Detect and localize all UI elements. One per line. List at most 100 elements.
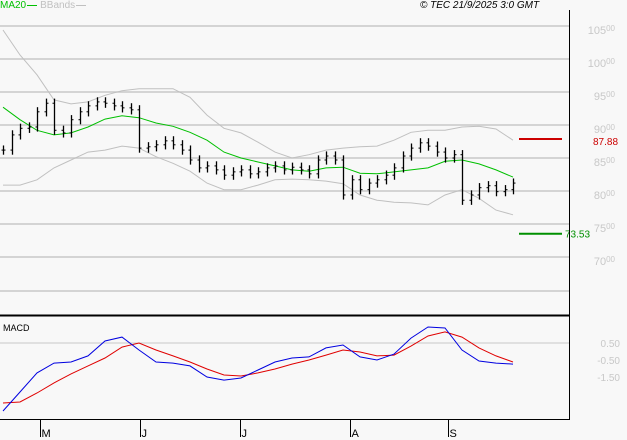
- ohlc-bar: [503, 185, 508, 197]
- price-levels: 87.88 73.53: [519, 137, 618, 241]
- ohlc-bar: [180, 140, 185, 155]
- ohlc-bar: [205, 161, 210, 173]
- ohlc-bar: [239, 165, 244, 177]
- ohlc-bar: [129, 103, 134, 115]
- y-tick-decimals: 00: [606, 189, 615, 198]
- price-grid: [0, 25, 569, 292]
- level-label: 73.53: [565, 230, 590, 241]
- ohlc-bar: [86, 101, 91, 117]
- ohlc-bar: [120, 101, 125, 113]
- ohlc-bar: [137, 105, 142, 153]
- ohlc-bar: [163, 136, 168, 150]
- bollinger-bands: [2, 29, 514, 216]
- ohlc-bar: [231, 167, 236, 180]
- legend-ma20: MA20: [0, 0, 27, 11]
- ohlc-bar: [392, 163, 397, 180]
- macd-tick-label: -1.50: [597, 373, 620, 384]
- ohlc-bar: [61, 125, 66, 138]
- level-label: 87.88: [593, 137, 618, 148]
- ohlc-bar: [1, 145, 6, 155]
- ohlc-bar: [18, 123, 23, 140]
- ohlc-bar: [443, 147, 448, 163]
- y-tick-label: 9000: [594, 123, 616, 136]
- y-tick-decimals: 00: [606, 57, 615, 66]
- y-tick-label: 8000: [594, 189, 616, 202]
- x-tick-label: M: [42, 428, 51, 440]
- ohlc-bar: [10, 130, 15, 155]
- ma20-polyline: [2, 106, 514, 178]
- ohlc-bar: [418, 138, 423, 153]
- y-tick-decimals: 00: [606, 255, 615, 264]
- macd-panel: 0.50 -0.50 -1.50: [0, 326, 621, 412]
- ohlc-bar: [146, 142, 151, 153]
- ohlc-bar: [69, 115, 74, 138]
- ohlc-bar: [409, 143, 414, 161]
- ohlc-bar: [273, 161, 278, 173]
- y-tick-label: 8500: [594, 156, 616, 169]
- ohlc-bar: [486, 181, 491, 193]
- ohlc-bar: [290, 162, 295, 175]
- x-tick-label: J: [242, 428, 248, 440]
- ohlc-bar: [358, 175, 363, 195]
- macd-label: MACD: [3, 323, 30, 333]
- ohlc-bar: [222, 165, 227, 180]
- y-tick-label: 7500: [594, 222, 616, 235]
- ohlc-bar: [44, 98, 49, 117]
- ohlc-bar: [324, 151, 329, 165]
- ohlc-bar: [256, 167, 261, 179]
- x-tick-label: S: [450, 428, 457, 440]
- y-tick-label: 9500: [594, 90, 616, 103]
- ohlc-bar: [460, 150, 465, 205]
- y-tick-decimals: 00: [606, 24, 615, 33]
- ohlc-bar: [435, 141, 440, 157]
- ohlc-bar: [341, 155, 346, 200]
- ohlc-bar: [375, 175, 380, 188]
- ohlc-bar: [35, 107, 40, 132]
- ohlc-bar: [188, 145, 193, 165]
- ohlc-bar: [265, 163, 270, 177]
- ohlc-bar: [78, 107, 83, 125]
- copyright: © TEC 21/9/2025 3:0 GMT: [420, 0, 540, 11]
- ohlc-bar: [477, 183, 482, 200]
- ohlc-bar: [367, 178, 372, 195]
- ohlc-bar: [197, 155, 202, 173]
- ohlc-bar: [384, 170, 389, 185]
- ohlc-bar: [282, 161, 287, 175]
- ohlc-bar: [307, 165, 312, 179]
- ma20-line: [2, 106, 514, 178]
- ohlc-bar: [103, 97, 108, 108]
- ohlc-bar: [27, 122, 32, 133]
- bb-upper-line: [2, 29, 514, 159]
- y-tick-label: 10500: [588, 24, 616, 37]
- ohlc-bar: [214, 161, 219, 175]
- price-bars: [1, 97, 516, 205]
- ohlc-bar: [350, 175, 355, 200]
- macd-tick-label: 0.50: [601, 339, 621, 350]
- ohlc-bar: [154, 140, 159, 152]
- y-tick-decimals: 00: [606, 90, 615, 99]
- legend: MA20 BBands: [0, 0, 87, 11]
- ohlc-bar: [52, 98, 57, 135]
- ohlc-bar: [333, 151, 338, 165]
- x-tick-label: J: [142, 428, 148, 440]
- legend-ma20-swatch: [27, 4, 38, 6]
- ohlc-bar: [452, 150, 457, 163]
- ohlc-bar: [494, 181, 499, 197]
- ohlc-bar: [469, 190, 474, 205]
- signal-line: [2, 331, 514, 404]
- ohlc-bar: [316, 155, 321, 179]
- ohlc-bar: [511, 178, 516, 195]
- legend-bbands: BBands: [40, 0, 76, 11]
- macd-tick-label: -0.50: [597, 356, 620, 367]
- ohlc-bar: [95, 97, 100, 111]
- y-tick-decimals: 00: [606, 156, 615, 165]
- y-tick-label: 7000: [594, 255, 616, 268]
- x-tick-label: A: [352, 428, 360, 440]
- ohlc-bar: [401, 151, 406, 173]
- y-tick-decimals: 00: [606, 123, 615, 132]
- y-tick-label: 10000: [588, 57, 616, 70]
- legend-bbands-swatch: [76, 4, 87, 6]
- y-tick-decimals: 00: [606, 222, 615, 231]
